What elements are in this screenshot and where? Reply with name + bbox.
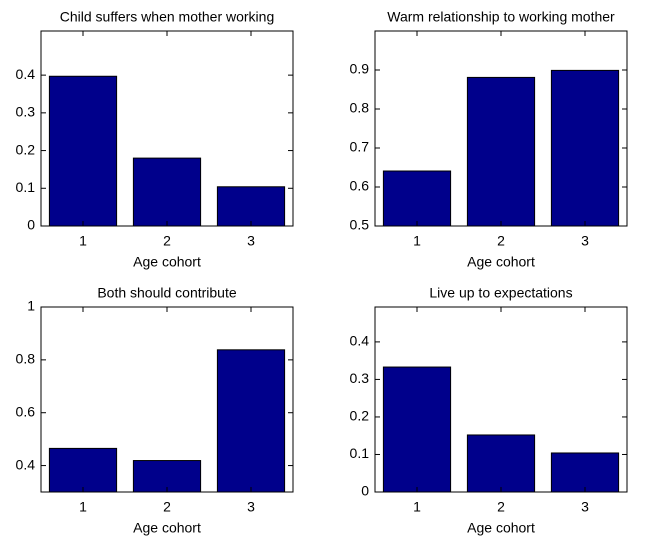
y-tick-label: 0.8 (16, 351, 36, 367)
x-tick-label: 3 (247, 233, 255, 249)
bar (48, 75, 118, 227)
y-tick-label: 0.9 (350, 61, 370, 77)
bar (466, 434, 536, 493)
x-tick-label: 3 (247, 499, 255, 515)
subplot-title: Warm relationship to working mother (387, 9, 615, 25)
x-axis-label: Age cohort (133, 520, 201, 536)
subplot-title: Both should contribute (97, 285, 237, 301)
axes-box (374, 306, 628, 493)
y-tick-label: 0.4 (16, 66, 36, 82)
bar (132, 157, 202, 227)
x-tick-label: 2 (497, 499, 505, 515)
bar (216, 349, 286, 493)
bar (216, 186, 286, 227)
bar (382, 366, 452, 493)
x-tick-label: 1 (413, 499, 421, 515)
x-tick-label: 2 (163, 499, 171, 515)
y-tick-label: 0.8 (350, 100, 370, 116)
x-tick-label: 2 (497, 233, 505, 249)
bar (48, 447, 118, 493)
bar (550, 452, 620, 493)
subplot-title: Live up to expectations (429, 285, 572, 301)
x-tick-label: 1 (79, 233, 87, 249)
bar (466, 76, 536, 227)
axes-box (40, 30, 294, 227)
y-tick-label: 0.6 (350, 178, 370, 194)
y-tick-label: 0.1 (350, 445, 370, 461)
y-tick-label: 0 (361, 483, 369, 499)
y-tick-label: 1 (27, 298, 35, 314)
x-axis-label: Age cohort (133, 254, 201, 270)
y-tick-label: 0.3 (350, 370, 370, 386)
x-axis-label: Age cohort (467, 520, 535, 536)
y-tick-label: 0.1 (16, 179, 36, 195)
y-tick-label: 0.2 (16, 141, 36, 157)
y-tick-label: 0.3 (16, 104, 36, 120)
bar (382, 170, 452, 227)
x-tick-label: 1 (79, 499, 87, 515)
y-tick-label: 0.4 (350, 333, 370, 349)
y-tick-label: 0.2 (350, 408, 370, 424)
bar (550, 69, 620, 227)
y-tick-label: 0.5 (350, 217, 370, 233)
x-tick-label: 2 (163, 233, 171, 249)
subplot-title: Child suffers when mother working (60, 9, 275, 25)
axes-box (40, 306, 294, 493)
y-tick-label: 0.6 (16, 403, 36, 419)
x-tick-label: 3 (581, 233, 589, 249)
x-tick-label: 1 (413, 233, 421, 249)
y-tick-label: 0.7 (350, 139, 370, 155)
x-tick-label: 3 (581, 499, 589, 515)
y-tick-label: 0 (27, 217, 35, 233)
y-tick-label: 0.4 (16, 456, 36, 472)
x-axis-label: Age cohort (467, 254, 535, 270)
axes-box (374, 30, 628, 227)
